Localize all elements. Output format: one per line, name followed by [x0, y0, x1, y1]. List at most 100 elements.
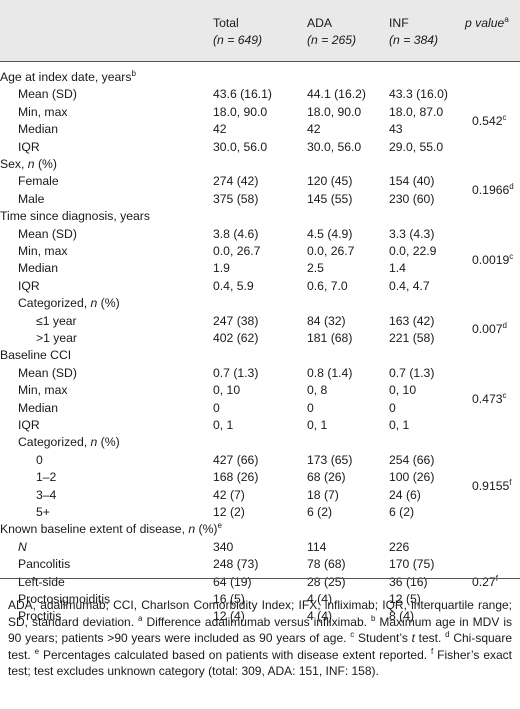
cell-ada: 181 (68): [307, 331, 353, 345]
cell-total: 247 (38): [213, 313, 259, 328]
cell-inf: 0.0, 22.9: [389, 244, 437, 258]
row-label: Median: [18, 261, 58, 276]
row-label: Median: [18, 122, 58, 137]
cell-inf: 0.7 (1.3): [389, 365, 435, 380]
row-label: Pancolitis: [18, 557, 71, 572]
cell-total: 248 (73): [213, 557, 259, 572]
table-row: Min, max 0.0, 26.7 0.0, 26.7 0.0, 22.9: [0, 242, 520, 260]
row-label: Proctosigmoiditis: [18, 592, 111, 606]
p-value: 0.473c: [472, 390, 507, 406]
cell-total: 16 (5): [213, 592, 245, 606]
cell-inf: 3.3 (4.3): [389, 226, 435, 241]
cell-ada: 0, 8: [307, 383, 328, 398]
header-inf-label: INF: [389, 16, 409, 30]
cell-inf: 18.0, 87.0: [389, 104, 444, 119]
cell-total: 12 (2): [213, 505, 245, 519]
row-label: Female: [18, 174, 59, 189]
cell-total: 43.6 (16.1): [213, 87, 272, 102]
cell-ada: 0, 1: [307, 418, 328, 432]
table-row: Proctitis 12 (4) 4 (4) 8 (4): [0, 607, 520, 625]
table-row: N 340 114 226: [0, 538, 520, 556]
cell-ada: 4 (4): [307, 592, 333, 606]
cell-total: 3.8 (4.6): [213, 226, 259, 241]
header-ada-label: ADA: [307, 16, 333, 30]
row-label: Categorized, n (%): [18, 296, 120, 311]
table-row: Min, max 0, 10 0, 8 0, 10: [0, 381, 520, 399]
p-value: 0.9155f: [472, 477, 512, 493]
table-row: Median 42 42 43: [0, 120, 520, 138]
cell-inf: 170 (75): [389, 557, 435, 572]
cell-inf: 36 (16): [389, 574, 428, 589]
cell-ada: 44.1 (16.2): [307, 87, 366, 102]
row-label: 5+: [36, 505, 50, 519]
cell-total: 0: [213, 400, 220, 415]
cell-inf: 29.0, 55.0: [389, 139, 444, 154]
table-row: 1–2 168 (26) 68 (26) 100 (26): [0, 468, 520, 486]
header-pvalue-sup: a: [504, 14, 509, 24]
row-label: IQR: [18, 418, 40, 432]
table-row: Median 0 0 0: [0, 399, 520, 417]
cell-ada: 84 (32): [307, 313, 346, 328]
cell-inf: 0.4, 4.7: [389, 278, 430, 293]
cell-inf: 254 (66): [389, 452, 435, 467]
cell-inf: 0: [389, 400, 396, 415]
cell-inf: 0, 10: [389, 383, 417, 398]
cell-inf: 230 (60): [389, 191, 435, 206]
header-inf-n: (n = 384): [389, 33, 439, 47]
cell-inf: 100 (26): [389, 470, 435, 485]
row-label: 3–4: [36, 487, 57, 502]
header-total: Total (n = 649): [213, 15, 262, 49]
table-row: 0 427 (66) 173 (65) 254 (66): [0, 451, 520, 469]
row-label: >1 year: [36, 331, 77, 345]
row-label: N: [18, 539, 27, 554]
table-row: Time since diagnosis, years: [0, 207, 520, 225]
row-label: Time since diagnosis, years: [0, 209, 150, 224]
row-label: Min, max: [18, 383, 68, 398]
header-pvalue: p valuea: [465, 15, 509, 32]
row-label: Min, max: [18, 244, 68, 258]
table-row: Mean (SD) 0.7 (1.3) 0.8 (1.4) 0.7 (1.3): [0, 364, 520, 382]
cell-inf: 0, 1: [389, 418, 410, 432]
table-row: 5+ 12 (2) 6 (2) 6 (2): [0, 503, 520, 521]
cell-ada: 68 (26): [307, 470, 346, 485]
table-row: Categorized, n (%): [0, 294, 520, 312]
cell-ada: 145 (55): [307, 191, 353, 206]
table-row: Mean (SD) 43.6 (16.1) 44.1 (16.2) 43.3 (16.…: [0, 85, 520, 103]
table-row: Known baseline extent of disease, n (%)e: [0, 520, 520, 538]
row-label: Median: [18, 400, 58, 415]
table-row: Pancolitis 248 (73) 78 (68) 170 (75): [0, 555, 520, 573]
cell-total: 12 (4): [213, 609, 245, 624]
table-footnote: ADA, adalimumab; CCI, Charlson Comorbidi…: [8, 598, 513, 678]
cell-total: 0, 10: [213, 383, 241, 398]
cell-ada: 0.0, 26.7: [307, 244, 355, 258]
cell-total: 340: [213, 539, 234, 554]
cell-total: 402 (62): [213, 331, 259, 345]
row-label: Mean (SD): [18, 365, 77, 380]
table-row: Mean (SD) 3.8 (4.6) 4.5 (4.9) 3.3 (4.3): [0, 225, 520, 243]
row-label: Age at index date, yearsb: [0, 68, 136, 84]
cell-total: 64 (19): [213, 574, 252, 589]
row-label: 1–2: [36, 470, 57, 485]
table-row: Baseline CCI: [0, 346, 520, 364]
p-value: 0.27f: [472, 574, 498, 589]
cell-inf: 12 (5): [389, 592, 421, 606]
cell-total: 30.0, 56.0: [213, 139, 268, 154]
p-value: 0.007d: [472, 321, 507, 337]
cell-ada: 78 (68): [307, 557, 346, 572]
cell-ada: 42: [307, 122, 321, 137]
cell-ada: 4.5 (4.9): [307, 226, 353, 241]
row-label: Mean (SD): [18, 226, 77, 241]
cell-total: 375 (58): [213, 191, 259, 206]
cell-total: 274 (42): [213, 174, 259, 189]
table-row: Female 274 (42) 120 (45) 154 (40): [0, 172, 520, 190]
table-row: Age at index date, yearsb: [0, 68, 520, 86]
table-row: IQR 30.0, 56.0 30.0, 56.0 29.0, 55.0: [0, 138, 520, 156]
cell-ada: 173 (65): [307, 452, 353, 467]
p-value: 0.542c: [472, 112, 507, 128]
cell-total: 42: [213, 122, 227, 137]
cell-ada: 0.8 (1.4): [307, 365, 353, 380]
header-pvalue-label: p value: [465, 16, 505, 30]
row-label: Sex, n (%): [0, 157, 57, 171]
cell-ada: 6 (2): [307, 505, 333, 519]
cell-inf: 1.4: [389, 261, 406, 276]
